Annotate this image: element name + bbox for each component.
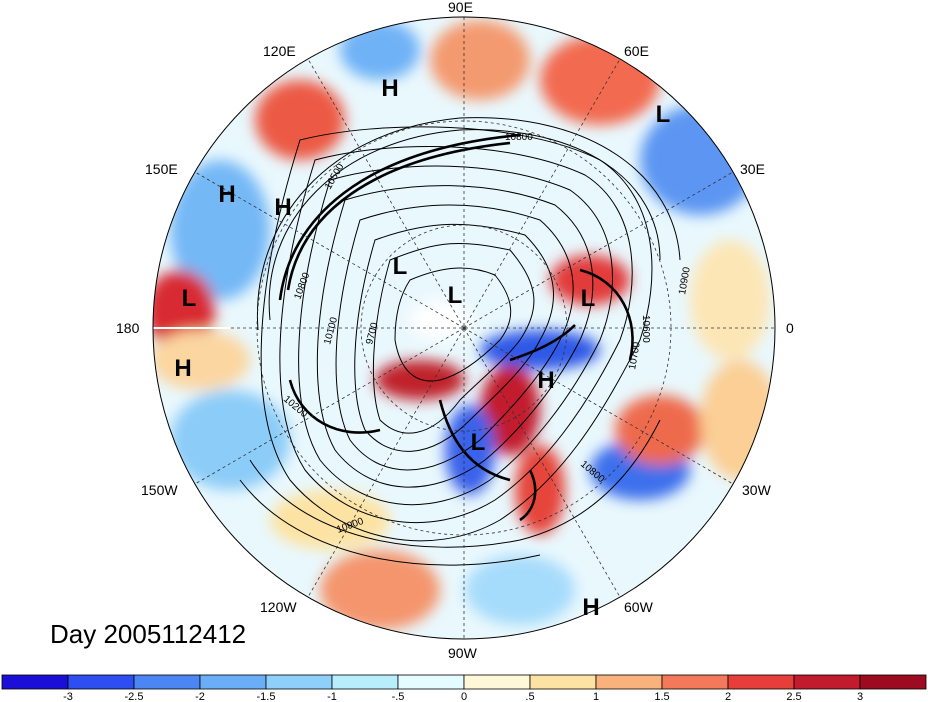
lon-label: 60W bbox=[624, 599, 654, 615]
colorbar-tick-label: -2 bbox=[195, 691, 205, 702]
low-center-europe: L bbox=[581, 285, 596, 312]
low-center-northeast: L bbox=[656, 101, 671, 128]
map-boundary bbox=[152, 16, 776, 640]
lon-label: 150W bbox=[141, 482, 178, 498]
high-center-north: H bbox=[381, 75, 398, 102]
lon-label: 30W bbox=[742, 482, 772, 498]
lon-label: 180 bbox=[116, 320, 140, 336]
low-center-america: L bbox=[471, 429, 486, 456]
colorbar-tick-label: 1 bbox=[593, 691, 599, 702]
colorbar-swatch bbox=[1, 674, 69, 690]
colorbar-swatch bbox=[397, 674, 465, 690]
contour-label: 10900 bbox=[677, 266, 693, 296]
lon-label: 30E bbox=[740, 161, 765, 177]
jet-stream-contours bbox=[278, 133, 634, 522]
colorbar-swatch bbox=[265, 674, 333, 690]
colorbar-swatch bbox=[463, 674, 531, 690]
lon-label: 120E bbox=[263, 43, 296, 59]
contour-label: 10700 bbox=[627, 341, 643, 371]
low-center-pole-1: L bbox=[393, 253, 408, 280]
colorbar-swatch bbox=[793, 674, 861, 690]
low-center-dateline: L bbox=[182, 285, 197, 312]
colorbar-swatch bbox=[331, 674, 399, 690]
colorbar-tick-label: 2 bbox=[725, 691, 731, 702]
colorbar-tick-label: -1.5 bbox=[257, 691, 276, 702]
colorbar-swatch bbox=[529, 674, 597, 690]
longitude-labels: 90E 60E 30E 0 30W 60W 90W 120W 150W 180 … bbox=[116, 0, 794, 661]
colorbar: -3 -2.5 -2 -1.5 -1 -.5 0 .5 1 1.5 2 2.5 3 bbox=[1, 674, 927, 702]
colorbar-swatch bbox=[859, 674, 927, 690]
colorbar-tick-label: .5 bbox=[525, 691, 534, 702]
lon-label: 120W bbox=[260, 599, 297, 615]
high-center-west-2: H bbox=[274, 194, 291, 221]
colorbar-tick-label: -1 bbox=[327, 691, 337, 702]
colorbar-swatch bbox=[661, 674, 729, 690]
colorbar-tick-label: 0 bbox=[461, 691, 467, 702]
colorbar-swatch bbox=[133, 674, 201, 690]
colorbar-swatch bbox=[67, 674, 135, 690]
lon-label: 60E bbox=[624, 43, 649, 59]
colorbar-swatch bbox=[727, 674, 795, 690]
colorbar-tick-label: 1.5 bbox=[654, 691, 669, 702]
colorbar-tick-label: -.5 bbox=[392, 691, 405, 702]
lon-label: 150E bbox=[145, 161, 178, 177]
graticule bbox=[153, 17, 775, 639]
high-center-west-1: H bbox=[218, 181, 235, 208]
high-center-south: H bbox=[582, 594, 599, 621]
colorbar-tick-label: -3 bbox=[63, 691, 73, 702]
colorbar-tick-label: 3 bbox=[857, 691, 863, 702]
contour-label: 10800 bbox=[505, 132, 533, 143]
contour-label: 10600 bbox=[640, 315, 651, 343]
high-center-atlantic: H bbox=[537, 367, 554, 394]
colorbar-tick-label: -2.5 bbox=[125, 691, 144, 702]
colorbar-swatch bbox=[595, 674, 663, 690]
low-center-pole-2: L bbox=[448, 282, 463, 309]
colorbar-tick-label: 2.5 bbox=[786, 691, 801, 702]
pressure-centers: H L H H L L L L H H L H bbox=[174, 75, 670, 621]
geopotential-contours bbox=[239, 117, 681, 566]
lon-label: 90E bbox=[448, 0, 473, 15]
high-center-dateline: H bbox=[174, 355, 191, 382]
colorbar-swatch bbox=[199, 674, 267, 690]
lon-label: 0 bbox=[786, 320, 794, 336]
lon-label: 90W bbox=[448, 645, 478, 661]
day-title: Day 2005112412 bbox=[50, 619, 247, 649]
